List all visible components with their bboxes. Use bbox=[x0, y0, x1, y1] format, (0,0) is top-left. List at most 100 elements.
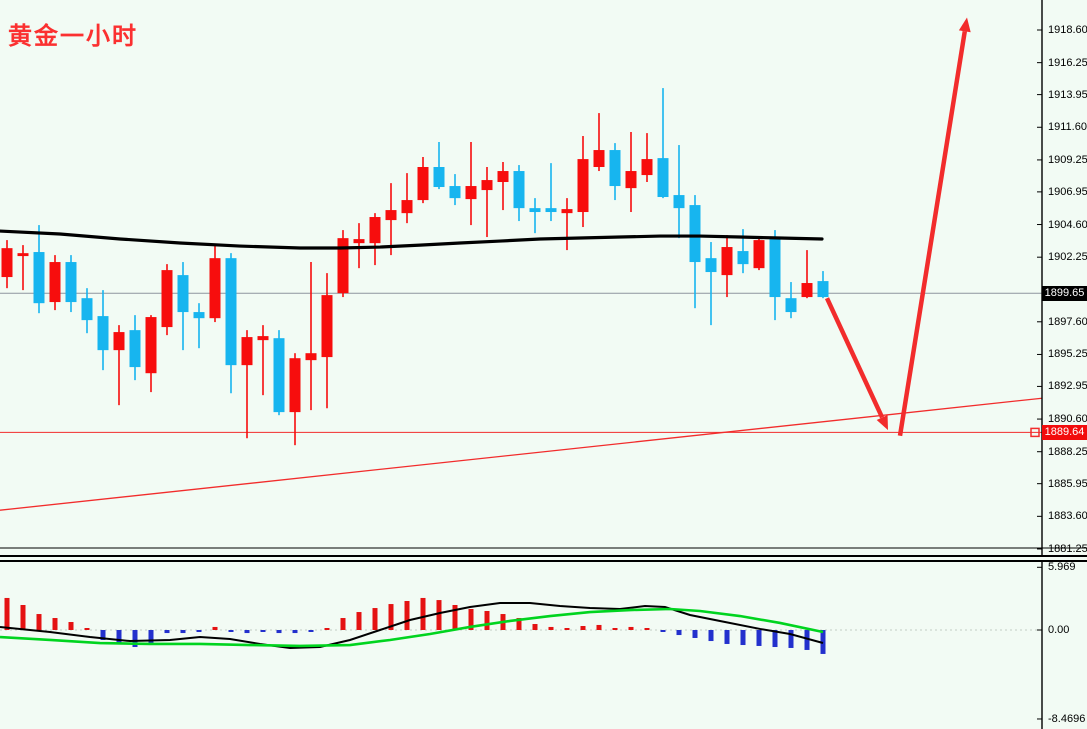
macd-histogram-bar bbox=[484, 610, 490, 630]
candle-body-up bbox=[497, 171, 509, 183]
macd-histogram-bar bbox=[100, 630, 106, 640]
candle-body-down bbox=[193, 312, 205, 319]
macd-histogram-bar bbox=[212, 626, 218, 630]
candle-body-down bbox=[177, 275, 189, 313]
candle-body-down bbox=[705, 258, 717, 273]
panel-splitter[interactable] bbox=[0, 555, 1087, 562]
candle-body-down bbox=[33, 252, 45, 304]
macd-histogram-bar bbox=[228, 630, 234, 632]
candle-body-up bbox=[593, 150, 605, 168]
macd-histogram-bar bbox=[788, 630, 794, 648]
price-axis-label: 1918.60 bbox=[1048, 24, 1087, 36]
candle-body-up bbox=[321, 295, 333, 358]
macd-histogram-bar bbox=[148, 630, 154, 644]
candle-body-down bbox=[81, 298, 93, 321]
macd-histogram-bar bbox=[772, 630, 778, 648]
macd-histogram-bar bbox=[628, 626, 634, 630]
macd-histogram-bar bbox=[452, 604, 458, 630]
candle-body-up bbox=[161, 270, 173, 328]
macd-histogram-bar bbox=[84, 628, 90, 631]
candle-body-down bbox=[513, 171, 525, 209]
macd-histogram-bar bbox=[260, 630, 266, 632]
macd-histogram-bar bbox=[660, 630, 666, 632]
candle-body-up bbox=[257, 336, 269, 341]
macd-histogram-bar bbox=[116, 630, 122, 644]
trendline-handle[interactable] bbox=[1030, 427, 1040, 438]
price-axis-label: 1895.25 bbox=[1048, 348, 1087, 361]
candle-body-up bbox=[305, 353, 317, 361]
candle-body-down bbox=[689, 205, 701, 263]
candle-body-up bbox=[417, 167, 429, 201]
candle-body-up bbox=[289, 358, 301, 413]
indicator-axis-label: 0.00 bbox=[1048, 624, 1070, 636]
candle-body-up bbox=[113, 332, 125, 351]
candle-body-up bbox=[337, 238, 349, 294]
candle-body-down bbox=[449, 186, 461, 199]
candle-body-down bbox=[769, 239, 781, 298]
candle-body-up bbox=[801, 283, 813, 298]
price-axis-label: 1883.60 bbox=[1048, 510, 1087, 523]
macd-histogram-bar bbox=[820, 630, 826, 654]
candle-body-up bbox=[721, 247, 733, 276]
support-price-label: 1889.64 bbox=[1042, 424, 1087, 440]
candle-body-up bbox=[209, 258, 221, 319]
candle-body-down bbox=[673, 195, 685, 209]
candle-body-up bbox=[353, 239, 365, 244]
macd-histogram-bar bbox=[4, 597, 10, 630]
macd-histogram-bar bbox=[132, 630, 138, 648]
candle-body-down bbox=[817, 281, 829, 298]
macd-histogram-bar bbox=[532, 624, 538, 630]
macd-histogram-bar bbox=[724, 630, 730, 644]
down-trend-arrow[interactable] bbox=[824, 297, 885, 419]
macd-histogram-bar bbox=[276, 630, 282, 634]
indicator-axis-label: 5.969 bbox=[1048, 561, 1076, 574]
macd-histogram-bar bbox=[596, 624, 602, 630]
macd-histogram-bar bbox=[436, 600, 442, 630]
candle-body-up bbox=[241, 337, 253, 366]
chart-title: 黄金一小时 bbox=[8, 23, 138, 50]
macd-histogram-bar bbox=[612, 628, 618, 631]
price-axis-label: 1916.25 bbox=[1048, 56, 1087, 69]
candle-body-up bbox=[577, 159, 589, 213]
candle-body-down bbox=[97, 316, 109, 351]
macd-fast-line bbox=[0, 602, 824, 649]
price-axis-label: 1897.60 bbox=[1048, 315, 1087, 328]
price-axis-label: 1911.60 bbox=[1048, 121, 1087, 134]
down-trend-arrow-head bbox=[876, 414, 888, 431]
macd-histogram-bar bbox=[468, 608, 474, 630]
candle-body-down bbox=[433, 167, 445, 188]
macd-histogram-bar bbox=[340, 618, 346, 630]
macd-histogram-bar bbox=[420, 597, 426, 630]
macd-histogram-bar bbox=[692, 630, 698, 638]
up-trend-arrow-head bbox=[958, 17, 971, 33]
macd-histogram-bar bbox=[580, 626, 586, 630]
candle-body-down bbox=[609, 150, 621, 187]
candle-body-up bbox=[753, 240, 765, 269]
price-axis-label: 1885.95 bbox=[1048, 477, 1087, 490]
candle-body-up bbox=[401, 200, 413, 214]
macd-histogram-bar bbox=[196, 630, 202, 632]
candle-body-down bbox=[737, 251, 749, 265]
candle-body-up bbox=[465, 186, 477, 200]
candle-body-down bbox=[225, 258, 237, 366]
price-axis-label: 1890.60 bbox=[1048, 413, 1087, 426]
ascending-trendline[interactable] bbox=[0, 397, 1043, 511]
candle-body-up bbox=[369, 217, 381, 244]
up-trend-arrow[interactable] bbox=[897, 30, 968, 437]
macd-slow-line bbox=[0, 607, 824, 648]
macd-histogram-bar bbox=[164, 630, 170, 634]
macd-histogram-bar bbox=[404, 601, 410, 630]
macd-histogram-bar bbox=[292, 630, 298, 634]
candle-body-down bbox=[129, 330, 141, 368]
price-axis-label: 1892.95 bbox=[1048, 380, 1087, 393]
price-axis-label: 1902.25 bbox=[1048, 251, 1087, 264]
macd-histogram-bar bbox=[68, 622, 74, 630]
candle-body-up bbox=[641, 159, 653, 176]
candle-body-up bbox=[481, 180, 493, 191]
macd-histogram-bar bbox=[244, 630, 250, 634]
candle-body-down bbox=[785, 298, 797, 313]
candle-body-down bbox=[273, 338, 285, 413]
candle-body-up bbox=[561, 209, 573, 214]
price-axis-label: 1881.25 bbox=[1048, 542, 1087, 555]
